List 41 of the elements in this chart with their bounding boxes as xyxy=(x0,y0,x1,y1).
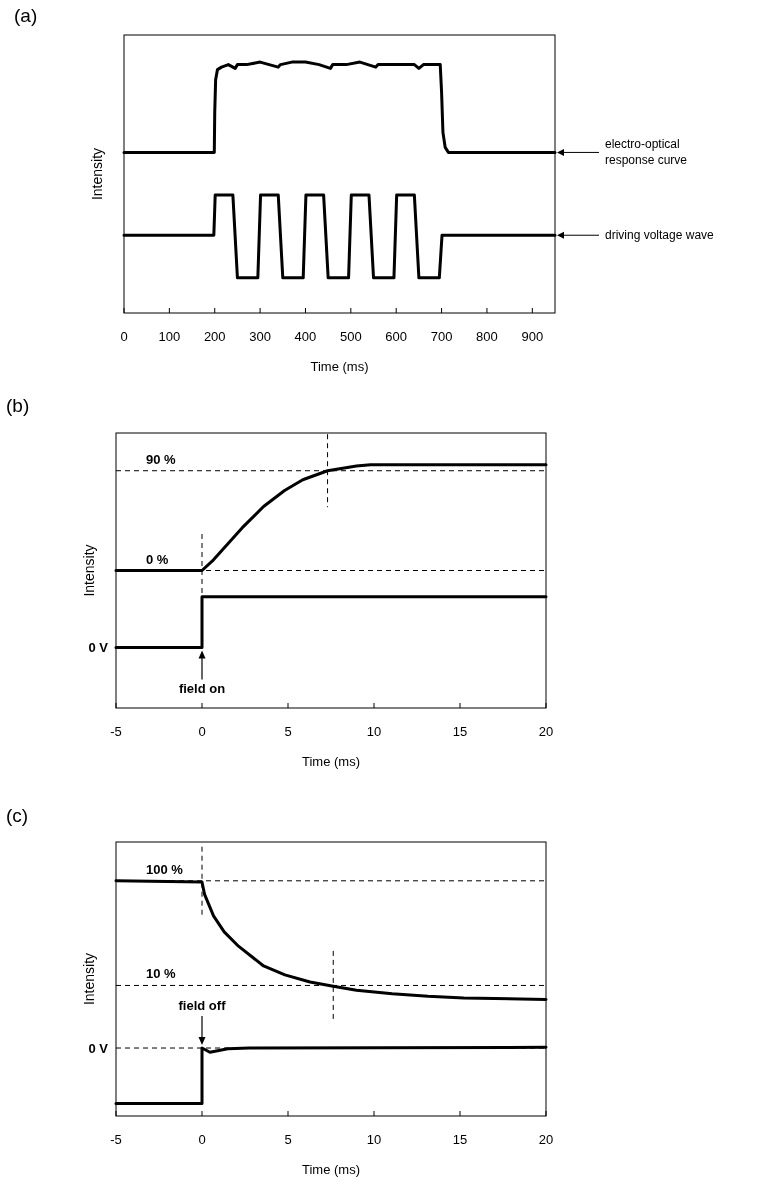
x-tick-label: 300 xyxy=(249,329,271,344)
annotation: field on xyxy=(178,681,226,697)
x-tick-label: 0 xyxy=(120,329,128,344)
x-tick-label: 20 xyxy=(538,1132,554,1147)
x-tick-label: 0 xyxy=(198,1132,206,1147)
x-tick-label: 200 xyxy=(203,329,226,344)
x-tick-label: 15 xyxy=(452,1132,468,1147)
annotation: 90 % xyxy=(146,451,177,467)
x-tick-label: 5 xyxy=(284,724,292,739)
x-tick-label: -5 xyxy=(110,1132,122,1147)
chart-title: (a) xyxy=(14,5,38,26)
text: 100 % xyxy=(146,861,184,877)
chart-title: (b) xyxy=(6,395,30,416)
annotation: field off xyxy=(178,998,227,1014)
x-tick-label: 600 xyxy=(385,329,408,344)
x-tick-label: 500 xyxy=(339,329,362,344)
x-tick-label: 700 xyxy=(430,329,453,344)
annotation: 0 % xyxy=(146,551,169,567)
y-axis-title: Intensity xyxy=(89,147,105,201)
x-tick-label: 20 xyxy=(538,724,554,739)
x-tick-label: 5 xyxy=(284,1132,292,1147)
x-axis-title: Time (ms) xyxy=(310,359,369,374)
x-axis-title: Time (ms) xyxy=(301,1162,361,1177)
text: 0 V xyxy=(88,640,109,656)
text: 0 V xyxy=(88,1041,109,1057)
chart-title: (c) xyxy=(6,805,29,826)
x-tick-label: 10 xyxy=(366,724,382,739)
x-tick-label: 900 xyxy=(521,329,544,344)
y-axis-title: Intensity xyxy=(81,544,97,597)
x-tick-label: 400 xyxy=(294,329,317,344)
y-axis-title: Intensity xyxy=(81,952,97,1006)
annotation: 10 % xyxy=(146,966,177,982)
x-axis-title: Time (ms) xyxy=(301,754,361,769)
x-tick-label: 100 xyxy=(158,329,181,344)
x-tick-label: 0 xyxy=(198,724,206,739)
legend-label: electro-optical response curve xyxy=(605,137,688,168)
x-tick-label: 15 xyxy=(452,724,468,739)
x-tick-label: 800 xyxy=(476,329,498,344)
legend-label: driving voltage wave xyxy=(605,228,715,243)
x-tick-label: 10 xyxy=(366,1132,382,1147)
x-tick-label: -5 xyxy=(110,724,122,739)
